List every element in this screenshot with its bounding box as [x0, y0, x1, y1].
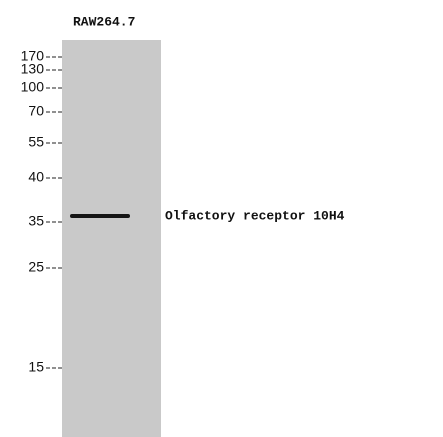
marker-label: 15 [28, 359, 44, 375]
marker-label: 35 [28, 213, 44, 229]
marker-label: 40 [28, 169, 44, 185]
band [70, 214, 130, 218]
marker-label: 55 [28, 134, 44, 150]
marker-label: 25 [28, 259, 44, 275]
band-label: Olfactory receptor 10H4 [165, 208, 345, 223]
marker-label: 130 [21, 61, 45, 77]
western-blot-figure: RAW264.7 Olfactory receptor 10H4 1701301… [0, 0, 443, 437]
marker-label: 100 [21, 79, 45, 95]
blot: RAW264.7 Olfactory receptor 10H4 1701301… [0, 0, 443, 437]
marker-label: 70 [28, 103, 44, 119]
gel-lane [62, 40, 161, 437]
lane-label: RAW264.7 [73, 14, 135, 29]
